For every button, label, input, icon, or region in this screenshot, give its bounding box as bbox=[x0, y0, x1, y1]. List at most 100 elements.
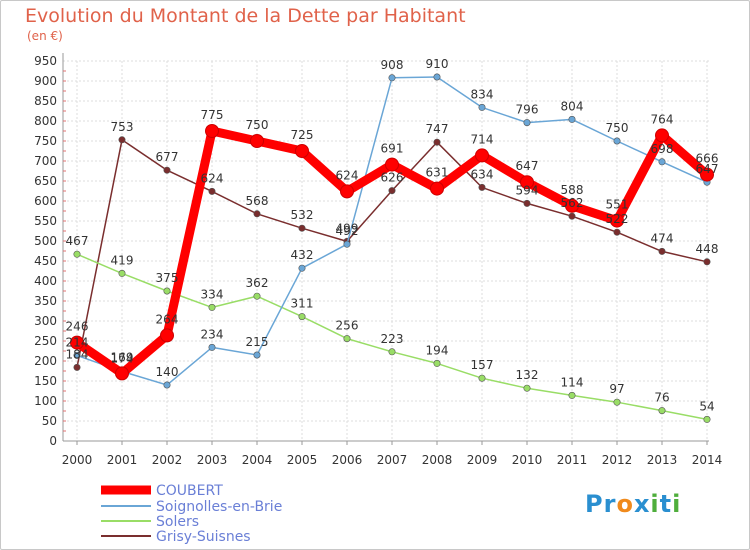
series-point-2 bbox=[478, 374, 486, 382]
x-tick-label: 2006 bbox=[332, 453, 363, 467]
data-label: 568 bbox=[246, 194, 269, 208]
y-tick-label: 200 bbox=[34, 354, 57, 368]
series-point-1 bbox=[433, 73, 441, 81]
data-labels: 246 169 264 775 750 725 624 691 631 714 647 588 551 7… bbox=[66, 57, 719, 413]
series-point-2 bbox=[298, 313, 306, 321]
series-point-0 bbox=[385, 157, 399, 172]
series-point-2 bbox=[523, 384, 531, 392]
data-label: 764 bbox=[651, 112, 674, 126]
series-point-0 bbox=[160, 328, 174, 343]
series-point-3 bbox=[208, 187, 216, 195]
series-point-0 bbox=[520, 175, 534, 190]
data-label: 214 bbox=[66, 335, 89, 349]
data-label: 796 bbox=[516, 103, 539, 117]
series-point-1 bbox=[253, 351, 261, 359]
y-tick-label: 700 bbox=[34, 154, 57, 168]
axes bbox=[62, 53, 709, 445]
series-point-1 bbox=[388, 74, 396, 82]
data-label: 747 bbox=[426, 122, 449, 136]
series-point-0 bbox=[70, 335, 84, 350]
data-label: 311 bbox=[291, 297, 314, 311]
series-point-3 bbox=[613, 228, 621, 236]
series-point-1 bbox=[478, 103, 486, 111]
logo-letter: P bbox=[585, 490, 604, 518]
y-tick-label: 250 bbox=[34, 334, 57, 348]
data-label: 256 bbox=[336, 319, 359, 333]
data-label: 532 bbox=[291, 208, 314, 222]
legend: COUBERTSoignolles-en-BrieSolersGrisy-Sui… bbox=[101, 483, 282, 545]
y-tick-label: 400 bbox=[34, 274, 57, 288]
data-label: 114 bbox=[561, 375, 584, 389]
series-point-1 bbox=[208, 343, 216, 351]
y-tick-label: 550 bbox=[34, 214, 57, 228]
series-point-0 bbox=[565, 198, 579, 213]
y-tick-label: 450 bbox=[34, 254, 57, 268]
x-tick-label: 2000 bbox=[62, 453, 93, 467]
y-tick-label: 850 bbox=[34, 94, 57, 108]
chart-subtitle: (en €) bbox=[27, 29, 63, 43]
data-label: 750 bbox=[606, 121, 629, 135]
data-label: 834 bbox=[471, 87, 494, 101]
series-point-3 bbox=[568, 212, 576, 220]
data-label: 804 bbox=[561, 99, 584, 113]
series-point-0 bbox=[475, 148, 489, 163]
y-tick-label: 800 bbox=[34, 114, 57, 128]
data-label: 750 bbox=[246, 118, 269, 132]
series-point-2 bbox=[703, 415, 711, 423]
series-lines bbox=[70, 73, 714, 423]
logo-letter: x bbox=[633, 490, 651, 518]
series-point-1 bbox=[523, 119, 531, 127]
logo-letter: i bbox=[672, 490, 682, 518]
legend-label-3: Grisy-Suisnes bbox=[156, 529, 251, 545]
x-tick-label: 2004 bbox=[242, 453, 273, 467]
series-point-0 bbox=[205, 124, 219, 138]
data-label: 467 bbox=[66, 234, 89, 248]
legend-label-0: COUBERT bbox=[156, 483, 223, 499]
series-point-3 bbox=[118, 136, 126, 144]
series-point-2 bbox=[163, 287, 171, 295]
data-label: 647 bbox=[516, 159, 539, 173]
data-label: 631 bbox=[426, 166, 449, 180]
data-label: 499 bbox=[336, 221, 359, 235]
data-label: 97 bbox=[609, 382, 624, 396]
data-label: 215 bbox=[246, 335, 269, 349]
data-label: 246 bbox=[66, 320, 89, 334]
legend-label-1: Soignolles-en-Brie bbox=[156, 499, 282, 515]
x-tick-label: 2013 bbox=[647, 453, 678, 467]
chart-title: Evolution du Montant de la Dette par Hab… bbox=[25, 5, 466, 27]
data-label: 184 bbox=[66, 347, 89, 361]
series-point-3 bbox=[658, 247, 666, 255]
data-label: 132 bbox=[516, 368, 539, 382]
series-point-3 bbox=[163, 166, 171, 174]
y-tick-label: 100 bbox=[34, 394, 57, 408]
legend-label-2: Solers bbox=[156, 514, 199, 530]
y-tick-label: 600 bbox=[34, 194, 57, 208]
x-tick-label: 2007 bbox=[377, 453, 408, 467]
data-label: 223 bbox=[381, 332, 404, 346]
series-point-3 bbox=[253, 210, 261, 218]
series-point-3 bbox=[298, 224, 306, 232]
x-tick-label: 2003 bbox=[197, 453, 228, 467]
series-point-3 bbox=[433, 138, 441, 146]
series-point-2 bbox=[568, 391, 576, 399]
logo-letter: t bbox=[659, 490, 673, 518]
data-label: 714 bbox=[471, 132, 494, 146]
proxiti-logo: Proxiti bbox=[585, 490, 681, 518]
data-label: 234 bbox=[201, 327, 224, 341]
series-point-1 bbox=[163, 381, 171, 389]
y-tick-label: 750 bbox=[34, 134, 57, 148]
data-label: 910 bbox=[426, 57, 449, 71]
series-point-2 bbox=[433, 359, 441, 367]
series-point-1 bbox=[568, 115, 576, 123]
data-label: 264 bbox=[156, 312, 179, 326]
data-label: 474 bbox=[651, 231, 674, 245]
data-label: 194 bbox=[426, 343, 449, 357]
y-tick-label: 150 bbox=[34, 374, 57, 388]
series-point-2 bbox=[208, 303, 216, 311]
x-tick-label: 2009 bbox=[467, 453, 498, 467]
data-label: 492 bbox=[336, 224, 359, 238]
data-label: 169 bbox=[111, 350, 134, 364]
series-point-0 bbox=[655, 128, 669, 143]
